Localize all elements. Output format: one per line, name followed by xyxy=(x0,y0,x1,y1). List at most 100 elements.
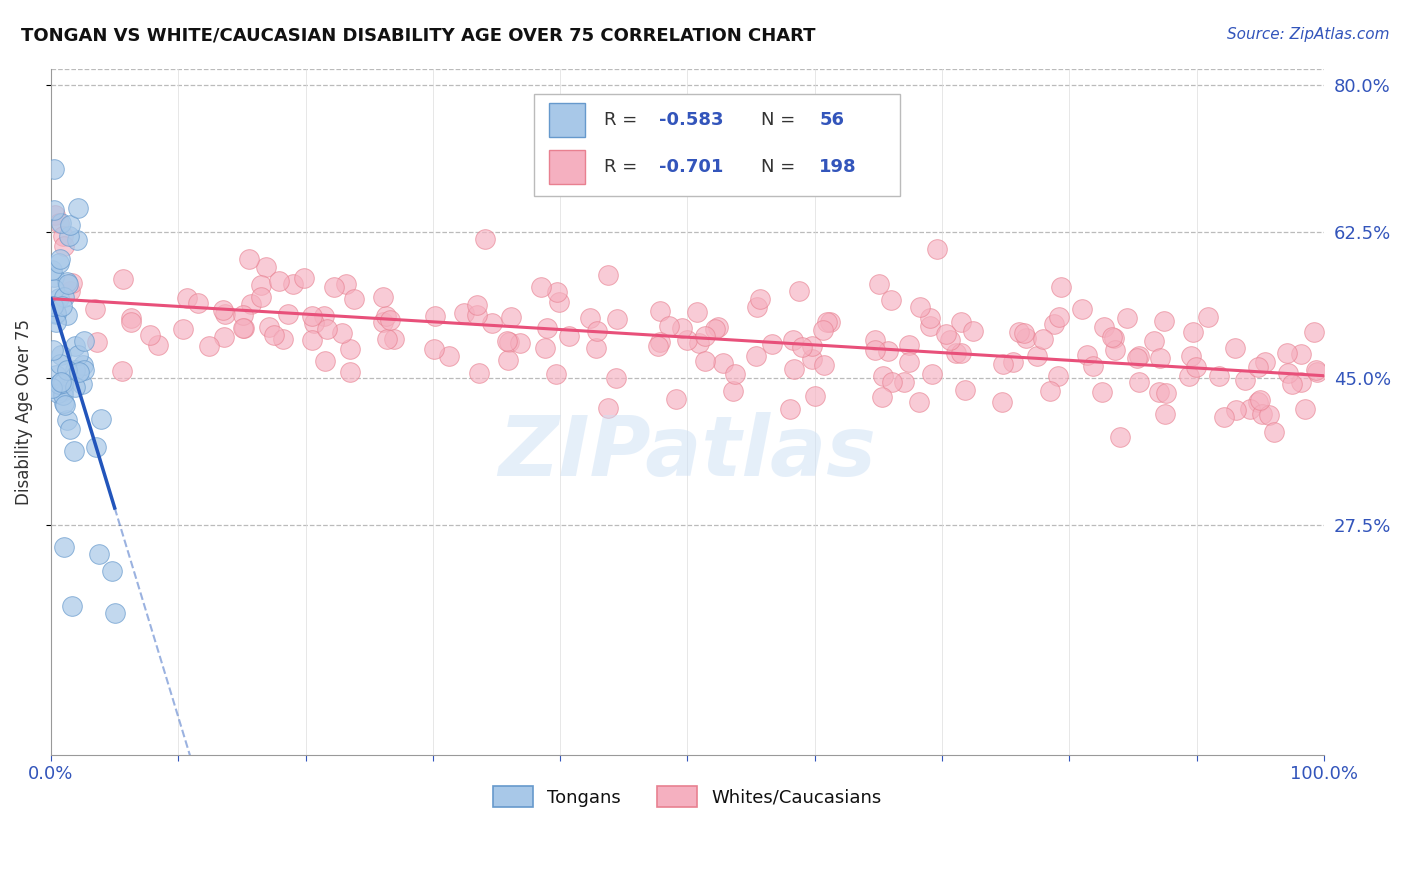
Point xyxy=(44,282,66,296)
Point xyxy=(1143,334,1166,349)
Point xyxy=(1001,355,1024,369)
Point xyxy=(51,228,73,243)
Point xyxy=(312,310,335,324)
Point xyxy=(779,402,801,417)
Point xyxy=(63,338,86,352)
Point xyxy=(950,314,973,328)
Point xyxy=(898,354,921,368)
Point xyxy=(1046,368,1069,383)
Point xyxy=(212,302,235,317)
FancyBboxPatch shape xyxy=(548,150,585,184)
Point xyxy=(273,332,295,346)
Point xyxy=(530,279,553,293)
Point xyxy=(73,334,96,348)
Point xyxy=(277,307,299,321)
Point xyxy=(375,310,398,324)
Point xyxy=(1263,425,1285,440)
Point xyxy=(56,308,79,322)
Point xyxy=(605,371,627,385)
Text: -0.701: -0.701 xyxy=(658,158,723,176)
Point xyxy=(49,348,72,362)
Point xyxy=(1225,403,1247,417)
Point xyxy=(146,338,169,352)
Point xyxy=(863,343,886,357)
Text: TONGAN VS WHITE/CAUCASIAN DISABILITY AGE OVER 75 CORRELATION CHART: TONGAN VS WHITE/CAUCASIAN DISABILITY AGE… xyxy=(21,27,815,45)
Point xyxy=(481,316,503,330)
Point xyxy=(907,395,929,409)
Point xyxy=(72,359,94,373)
Text: 56: 56 xyxy=(820,111,845,128)
Point xyxy=(1289,375,1312,389)
Point xyxy=(45,306,67,320)
Point xyxy=(658,318,681,333)
Point xyxy=(598,268,620,282)
Point xyxy=(232,321,254,335)
Point xyxy=(330,326,353,341)
Point xyxy=(1091,384,1114,399)
Point xyxy=(59,284,82,298)
Point xyxy=(686,305,709,319)
Point xyxy=(665,392,688,407)
Text: N =: N = xyxy=(761,111,801,128)
Point xyxy=(596,401,619,416)
Point xyxy=(214,307,236,321)
Point xyxy=(711,356,734,370)
Point xyxy=(761,337,783,351)
Point xyxy=(783,362,806,376)
Point xyxy=(58,228,80,243)
Point xyxy=(53,238,76,252)
Point xyxy=(1212,409,1234,424)
Point xyxy=(371,290,394,304)
Point xyxy=(868,277,890,292)
Point xyxy=(749,292,772,306)
Point xyxy=(990,395,1012,409)
Point xyxy=(501,310,523,325)
Point xyxy=(257,319,280,334)
Point xyxy=(339,365,361,379)
Point xyxy=(42,300,65,314)
Point xyxy=(89,412,111,426)
Point xyxy=(1043,317,1066,331)
Point xyxy=(101,564,124,578)
Point xyxy=(818,315,841,329)
Point xyxy=(745,350,768,364)
Point xyxy=(1071,301,1094,316)
Point xyxy=(439,349,461,363)
Point xyxy=(474,231,496,245)
Point xyxy=(42,161,65,176)
Point xyxy=(1306,365,1329,379)
Point xyxy=(53,396,76,410)
Point xyxy=(815,315,838,329)
Point xyxy=(811,323,834,337)
Point xyxy=(495,334,517,348)
Point xyxy=(704,321,727,335)
Point xyxy=(1092,320,1115,334)
Point xyxy=(945,346,967,360)
Point xyxy=(1302,325,1324,339)
Point xyxy=(380,312,402,326)
Point xyxy=(49,252,72,266)
Point xyxy=(453,306,475,320)
Point xyxy=(939,333,962,347)
Point xyxy=(918,310,941,325)
Point xyxy=(301,309,323,323)
Point xyxy=(41,381,63,395)
Text: R =: R = xyxy=(603,158,643,176)
Point xyxy=(89,547,111,561)
Point xyxy=(49,357,72,371)
Point xyxy=(42,299,65,313)
Point xyxy=(1012,326,1035,340)
Point xyxy=(382,332,405,346)
Point xyxy=(375,332,398,346)
Point xyxy=(53,399,76,413)
Point xyxy=(86,335,108,350)
Point xyxy=(59,218,82,232)
Point xyxy=(59,422,82,436)
Point xyxy=(67,202,90,216)
Point xyxy=(187,296,209,310)
FancyBboxPatch shape xyxy=(534,94,900,196)
Point xyxy=(240,297,263,311)
Point xyxy=(1049,280,1071,294)
Point xyxy=(801,352,824,367)
Point xyxy=(876,344,898,359)
